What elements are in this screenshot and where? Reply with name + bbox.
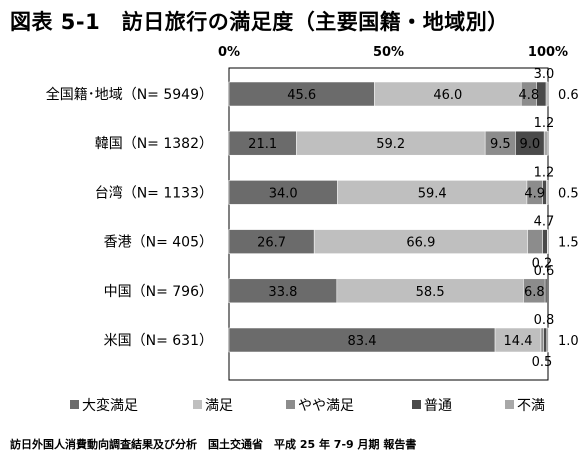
bar-segment (336, 278, 524, 304)
legend-label: 大変満足 (82, 397, 138, 414)
data-label: 58.5 (416, 285, 445, 300)
data-label: 3.0 (534, 67, 555, 82)
data-label: 9.5 (490, 137, 511, 152)
plot-frame (228, 67, 549, 381)
bar-segment (228, 278, 338, 304)
bar-segment (546, 327, 549, 353)
source-footer: 訪日外国人消費動向調査結果及び分析 国土交通省 平成 25 年 7-9 月期 報… (10, 438, 417, 451)
data-label: 1.0 (558, 334, 579, 349)
x-tick-label: 0% (218, 45, 240, 60)
category-label: 米国（N= 631） (104, 333, 213, 349)
data-label: 6.8 (524, 285, 545, 300)
bar-segment (543, 130, 549, 156)
bar-segment (544, 278, 548, 304)
data-label: 34.0 (269, 186, 298, 201)
chart-title: 図表 5-1 訪日旅行の満足度（主要国籍・地域別） (10, 10, 509, 34)
data-label: 4.7 (534, 215, 555, 230)
data-label: 59.2 (376, 137, 405, 152)
bar-segment (527, 229, 543, 254)
data-label: 26.7 (257, 236, 286, 251)
data-label: 46.0 (433, 88, 462, 103)
legend-swatch (505, 400, 514, 409)
data-label: 0.2 (532, 257, 553, 272)
data-label: 0.5 (532, 355, 553, 370)
x-tick-label: 100% (528, 45, 568, 60)
legend-swatch (193, 400, 202, 409)
data-label: 1.2 (534, 165, 555, 180)
bar-segment (296, 130, 486, 156)
legend-label: やや満足 (298, 398, 354, 414)
bar-segment (228, 229, 315, 254)
category-label: 台湾（N= 1133） (95, 184, 213, 201)
category-label: 香港（N= 405） (104, 235, 213, 251)
bar-segment (515, 130, 545, 156)
bar-segment (228, 130, 297, 156)
legend-label: 満足 (205, 398, 233, 414)
data-label: 1.2 (534, 116, 555, 131)
legend-swatch (70, 400, 79, 409)
data-label: 33.8 (268, 285, 297, 300)
x-tick-label: 50% (373, 45, 404, 60)
data-label: 0.6 (534, 264, 555, 279)
bar-segment (228, 180, 338, 205)
bar-segment (337, 180, 528, 205)
bar-segment (543, 327, 547, 353)
bar-segment (484, 130, 516, 156)
legend-label: 普通 (424, 398, 452, 414)
data-label: 45.6 (287, 88, 316, 103)
bar-segment (228, 327, 496, 353)
bar-segment (545, 81, 549, 107)
data-label: 9.0 (519, 137, 540, 152)
bar-segment (547, 229, 549, 254)
data-label: 0.6 (558, 88, 579, 103)
bar-segment (542, 229, 548, 254)
data-label: 59.4 (418, 186, 447, 201)
data-label: 0.8 (534, 313, 555, 328)
data-label: 4.8 (519, 88, 540, 103)
category-label: 中国（N= 796） (104, 284, 213, 300)
data-label: 1.5 (558, 236, 579, 251)
data-label: 83.4 (348, 334, 377, 349)
category-label: 韓国（N= 1382） (95, 136, 213, 152)
bar-segment (540, 327, 544, 353)
legend-swatch (412, 400, 421, 409)
bar-segment (494, 327, 542, 353)
legend-swatch (286, 400, 295, 409)
data-label: 14.4 (504, 334, 533, 349)
bar-segment (228, 81, 375, 107)
data-label: 66.9 (406, 236, 435, 251)
data-label: 0.5 (558, 186, 579, 201)
data-label: 21.1 (248, 137, 277, 152)
bar-segment (374, 81, 522, 107)
category-label: 全国籍･地域（N= 5949） (46, 86, 213, 103)
bar-segment (546, 180, 549, 205)
legend-label: 不満 (517, 398, 545, 414)
data-label: 4.9 (524, 186, 545, 201)
